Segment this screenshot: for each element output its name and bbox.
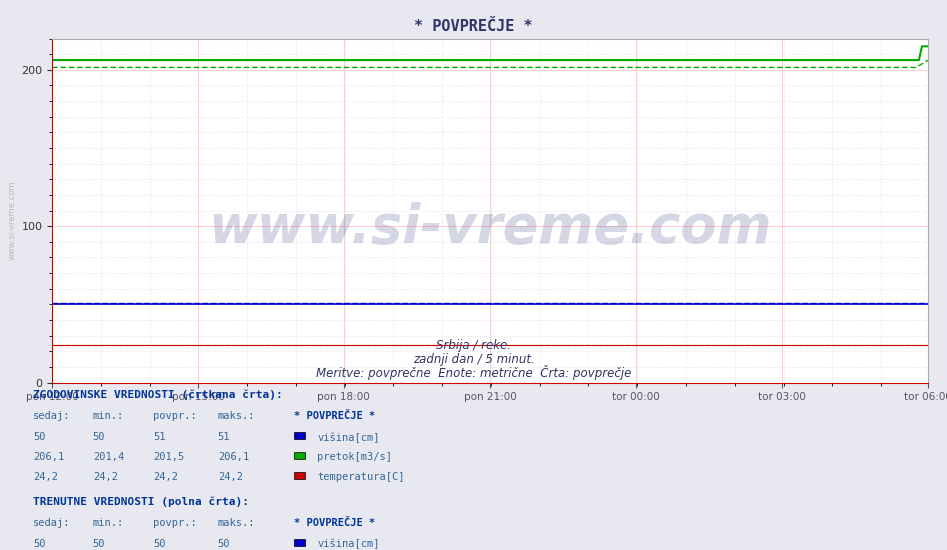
Text: * POVPREČJE *: * POVPREČJE * [414,19,533,34]
Text: 50: 50 [218,539,230,549]
Text: 206,1: 206,1 [33,452,64,462]
Text: www.si-vreme.com: www.si-vreme.com [8,180,17,260]
Text: ZGODOVINSKE VREDNOSTI (črtkana črta):: ZGODOVINSKE VREDNOSTI (črtkana črta): [33,389,283,400]
Text: min.:: min.: [93,518,124,528]
Text: maks.:: maks.: [218,411,256,421]
Text: TRENUTNE VREDNOSTI (polna črta):: TRENUTNE VREDNOSTI (polna črta): [33,496,249,507]
Text: 51: 51 [218,432,230,442]
Text: * POVPREČJE *: * POVPREČJE * [294,518,375,528]
Text: višina[cm]: višina[cm] [317,432,380,443]
Text: zadnji dan / 5 minut.: zadnji dan / 5 minut. [413,353,534,366]
Text: Srbija / reke.: Srbija / reke. [436,339,511,352]
Text: Meritve: povprečne  Enote: metrične  Črta: povprečje: Meritve: povprečne Enote: metrične Črta:… [315,365,632,380]
Text: 201,4: 201,4 [93,452,124,462]
Text: www.si-vreme.com: www.si-vreme.com [208,202,772,254]
Text: 206,1: 206,1 [218,452,249,462]
Text: 50: 50 [93,539,105,549]
Text: sedaj:: sedaj: [33,518,71,528]
Text: temperatura[C]: temperatura[C] [317,472,404,482]
Text: * POVPREČJE *: * POVPREČJE * [294,411,375,421]
Text: 24,2: 24,2 [218,472,242,482]
Text: 201,5: 201,5 [153,452,185,462]
Text: sedaj:: sedaj: [33,411,71,421]
Text: 50: 50 [33,432,45,442]
Text: povpr.:: povpr.: [153,518,197,528]
Text: povpr.:: povpr.: [153,411,197,421]
Text: maks.:: maks.: [218,518,256,528]
Text: 24,2: 24,2 [33,472,58,482]
Text: 50: 50 [33,539,45,549]
Text: 50: 50 [93,432,105,442]
Text: 24,2: 24,2 [153,472,178,482]
Text: višina[cm]: višina[cm] [317,539,380,549]
Text: 50: 50 [153,539,166,549]
Text: pretok[m3/s]: pretok[m3/s] [317,452,392,462]
Text: 51: 51 [153,432,166,442]
Text: min.:: min.: [93,411,124,421]
Text: 24,2: 24,2 [93,472,117,482]
